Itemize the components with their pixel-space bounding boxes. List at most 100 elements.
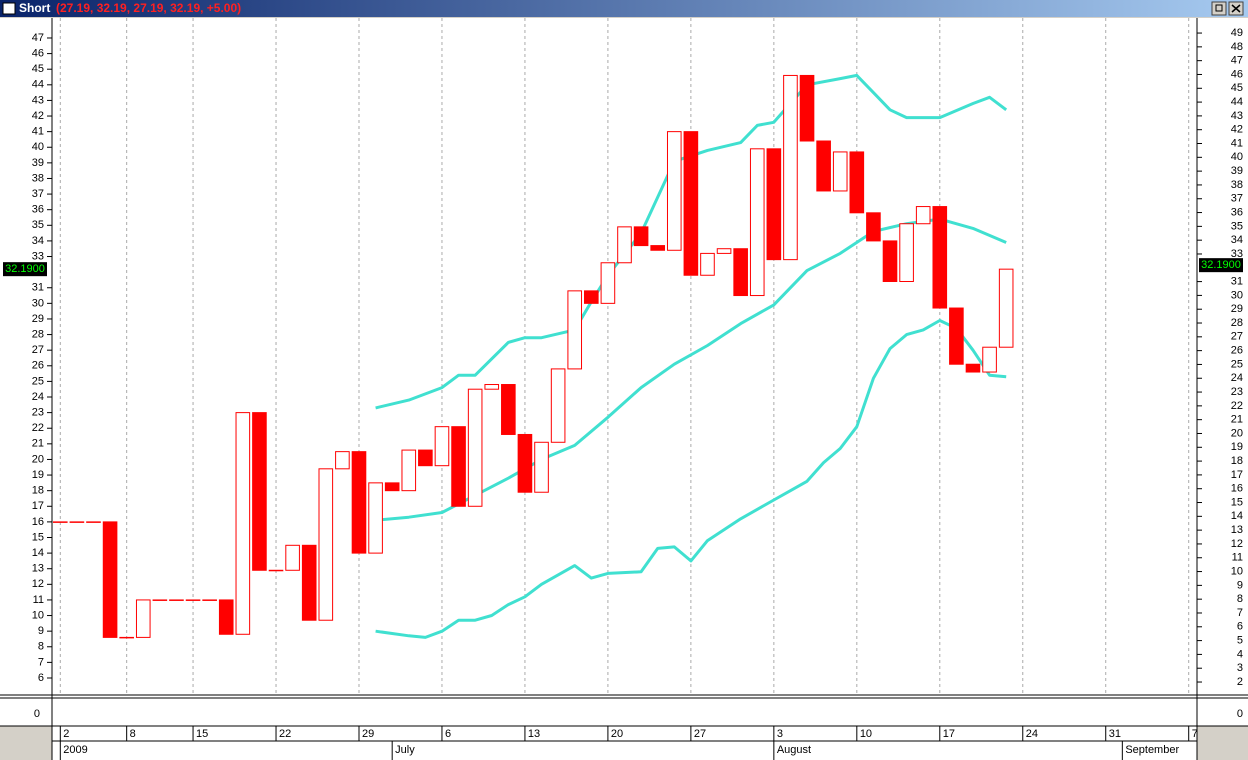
- candle-body: [700, 252, 715, 276]
- y-tick-label: 27: [32, 344, 44, 356]
- y2-tick-label: 21: [1231, 414, 1243, 426]
- candle-body: [135, 599, 151, 638]
- candle-body: [816, 140, 831, 192]
- y-tick-label: 13: [32, 563, 44, 575]
- month-label: 2009: [63, 744, 87, 756]
- x-tick-label: 31: [1109, 728, 1121, 740]
- lower-pane-label: 0: [1237, 708, 1243, 720]
- y-tick-label: 34: [32, 235, 44, 247]
- y2-tick-label: 17: [1231, 469, 1243, 481]
- chart-area: [0, 18, 1248, 726]
- y2-tick-label: 33: [1231, 248, 1243, 260]
- y2-tick-label: 27: [1231, 331, 1243, 343]
- candle-body: [484, 384, 500, 390]
- y-tick-label: 14: [32, 547, 44, 559]
- y2-tick-label: 2: [1237, 676, 1243, 688]
- candle-body: [749, 148, 765, 297]
- last-value-badge: [1199, 258, 1243, 273]
- last-value-label: 32.1900: [1201, 259, 1241, 271]
- y-tick-label: 29: [32, 313, 44, 325]
- candle-body: [716, 248, 732, 254]
- candle-body: [451, 426, 466, 507]
- candle-body: [683, 131, 699, 276]
- y2-tick-label: 7: [1237, 607, 1243, 619]
- y-tick-label: 25: [32, 375, 44, 387]
- y2-tick-label: 40: [1231, 151, 1243, 163]
- y2-tick-label: 28: [1231, 317, 1243, 329]
- y-tick-label: 38: [32, 172, 44, 184]
- y2-tick-label: 44: [1231, 96, 1243, 108]
- y-tick-label: 44: [32, 79, 44, 91]
- y-tick-label: 47: [32, 32, 44, 44]
- candle-body: [335, 451, 350, 470]
- y-tick-label: 33: [32, 250, 44, 262]
- candle-body: [849, 151, 865, 214]
- x-axis-area: [52, 726, 1197, 760]
- y2-tick-label: 26: [1231, 345, 1243, 357]
- y-tick-label: 10: [32, 609, 44, 621]
- y2-tick-label: 34: [1231, 234, 1243, 246]
- window-buttons[interactable]: [1211, 1, 1244, 16]
- candle-body: [584, 290, 599, 304]
- candle-body: [351, 451, 367, 554]
- candle-body: [633, 226, 649, 247]
- close-icon: [1231, 4, 1241, 13]
- y-tick-label: 35: [32, 219, 44, 231]
- candle-body: [285, 544, 300, 571]
- candle-body: [69, 521, 85, 523]
- restore-button[interactable]: [1211, 1, 1227, 16]
- y2-tick-label: 47: [1231, 55, 1243, 67]
- y-tick-label: 21: [32, 438, 44, 450]
- candle-body: [517, 433, 533, 493]
- x-tick-label: 17: [943, 728, 955, 740]
- axes: 6789101112131415161718192021222324252627…: [3, 27, 1243, 760]
- candle-body: [949, 307, 964, 365]
- lower-pane-label: 0: [34, 708, 40, 720]
- y2-tick-label: 24: [1231, 372, 1243, 384]
- candle-body: [418, 449, 433, 467]
- x-tick-label: 3: [777, 728, 783, 740]
- y-tick-label: 24: [32, 391, 44, 403]
- y2-tick-label: 13: [1231, 524, 1243, 536]
- y-tick-label: 36: [32, 204, 44, 216]
- candle-body: [301, 544, 317, 621]
- x-tick-label: 29: [362, 728, 374, 740]
- x-tick-label: 20: [611, 728, 623, 740]
- y-tick-label: 23: [32, 407, 44, 419]
- y2-tick-label: 19: [1231, 441, 1243, 453]
- candle-body: [185, 599, 201, 601]
- y2-tick-label: 12: [1231, 538, 1243, 550]
- candle-body: [866, 212, 881, 242]
- y2-tick-label: 20: [1231, 427, 1243, 439]
- y-tick-label: 42: [32, 110, 44, 122]
- window-title: Short: [19, 1, 50, 15]
- x-tick-label: 6: [445, 728, 451, 740]
- y2-tick-label: 35: [1231, 220, 1243, 232]
- y2-tick-label: 22: [1231, 400, 1243, 412]
- y-tick-label: 28: [32, 328, 44, 340]
- candles: [52, 74, 1014, 639]
- y-tick-label: 46: [32, 47, 44, 59]
- candle-body: [102, 521, 118, 638]
- y-tick-label: 17: [32, 500, 44, 512]
- band-line: [375, 319, 1007, 639]
- band-line: [375, 73, 1008, 410]
- x-tick-label: 15: [196, 728, 208, 740]
- candle-body: [766, 148, 782, 261]
- y2-tick-label: 16: [1231, 483, 1243, 495]
- month-label: July: [395, 744, 415, 756]
- candle-body: [550, 368, 566, 443]
- y2-tick-label: 25: [1231, 358, 1243, 370]
- y-tick-label: 20: [32, 453, 44, 465]
- y2-tick-label: 30: [1231, 289, 1243, 301]
- x-tick-label: 10: [860, 728, 872, 740]
- candle-body: [733, 248, 748, 297]
- y-tick-label: 12: [32, 578, 44, 590]
- y2-tick-label: 29: [1231, 303, 1243, 315]
- y-tick-label: 11: [33, 594, 44, 606]
- candle-body: [384, 482, 400, 492]
- y-tick-label: 45: [32, 63, 44, 75]
- candle-body: [965, 363, 981, 373]
